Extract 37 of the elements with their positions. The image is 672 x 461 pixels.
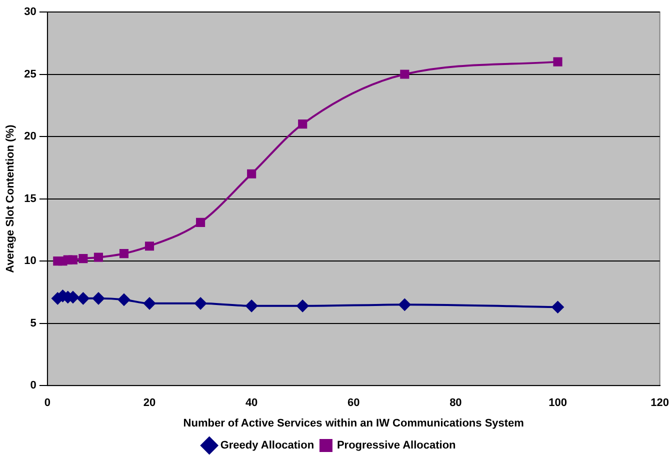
point: [68, 255, 78, 264]
y-tick-label: 20: [24, 130, 36, 143]
point: [398, 298, 411, 311]
y-tick-label: 25: [24, 68, 36, 80]
point: [144, 297, 156, 310]
legend-label: Greedy Allocation: [220, 440, 314, 452]
x-tick-label: 60: [348, 397, 360, 410]
point: [77, 292, 90, 304]
point: [296, 300, 309, 312]
y-axis-title: Average Slot Contention (%): [4, 124, 17, 273]
point: [92, 292, 104, 304]
x-tick-label: 120: [650, 397, 670, 410]
point: [400, 70, 410, 79]
point: [552, 301, 564, 314]
x-tick-label: 80: [450, 397, 462, 410]
point: [247, 169, 256, 178]
point: [298, 120, 308, 129]
y-tick-label: 15: [24, 192, 36, 205]
x-tick-label: 0: [44, 397, 50, 410]
x-tick-label: 20: [143, 397, 156, 410]
y-tick-label: 30: [24, 6, 36, 18]
point: [196, 218, 206, 227]
point: [553, 57, 562, 66]
y-tick-label: 0: [30, 380, 36, 392]
point: [118, 294, 130, 306]
point: [94, 252, 104, 262]
x-axis-title: Number of Active Services within an IW Communications System: [183, 417, 524, 430]
point: [194, 297, 207, 310]
legend-label: Progressive Allocation: [336, 440, 456, 452]
y-tick-label: 10: [24, 255, 36, 268]
y-tick-label: 5: [30, 317, 36, 330]
x-tick-label: 100: [548, 397, 567, 410]
point: [78, 254, 88, 264]
point: [144, 242, 154, 251]
x-tick-label: 40: [245, 397, 258, 410]
point: [246, 300, 258, 312]
point: [119, 249, 129, 258]
